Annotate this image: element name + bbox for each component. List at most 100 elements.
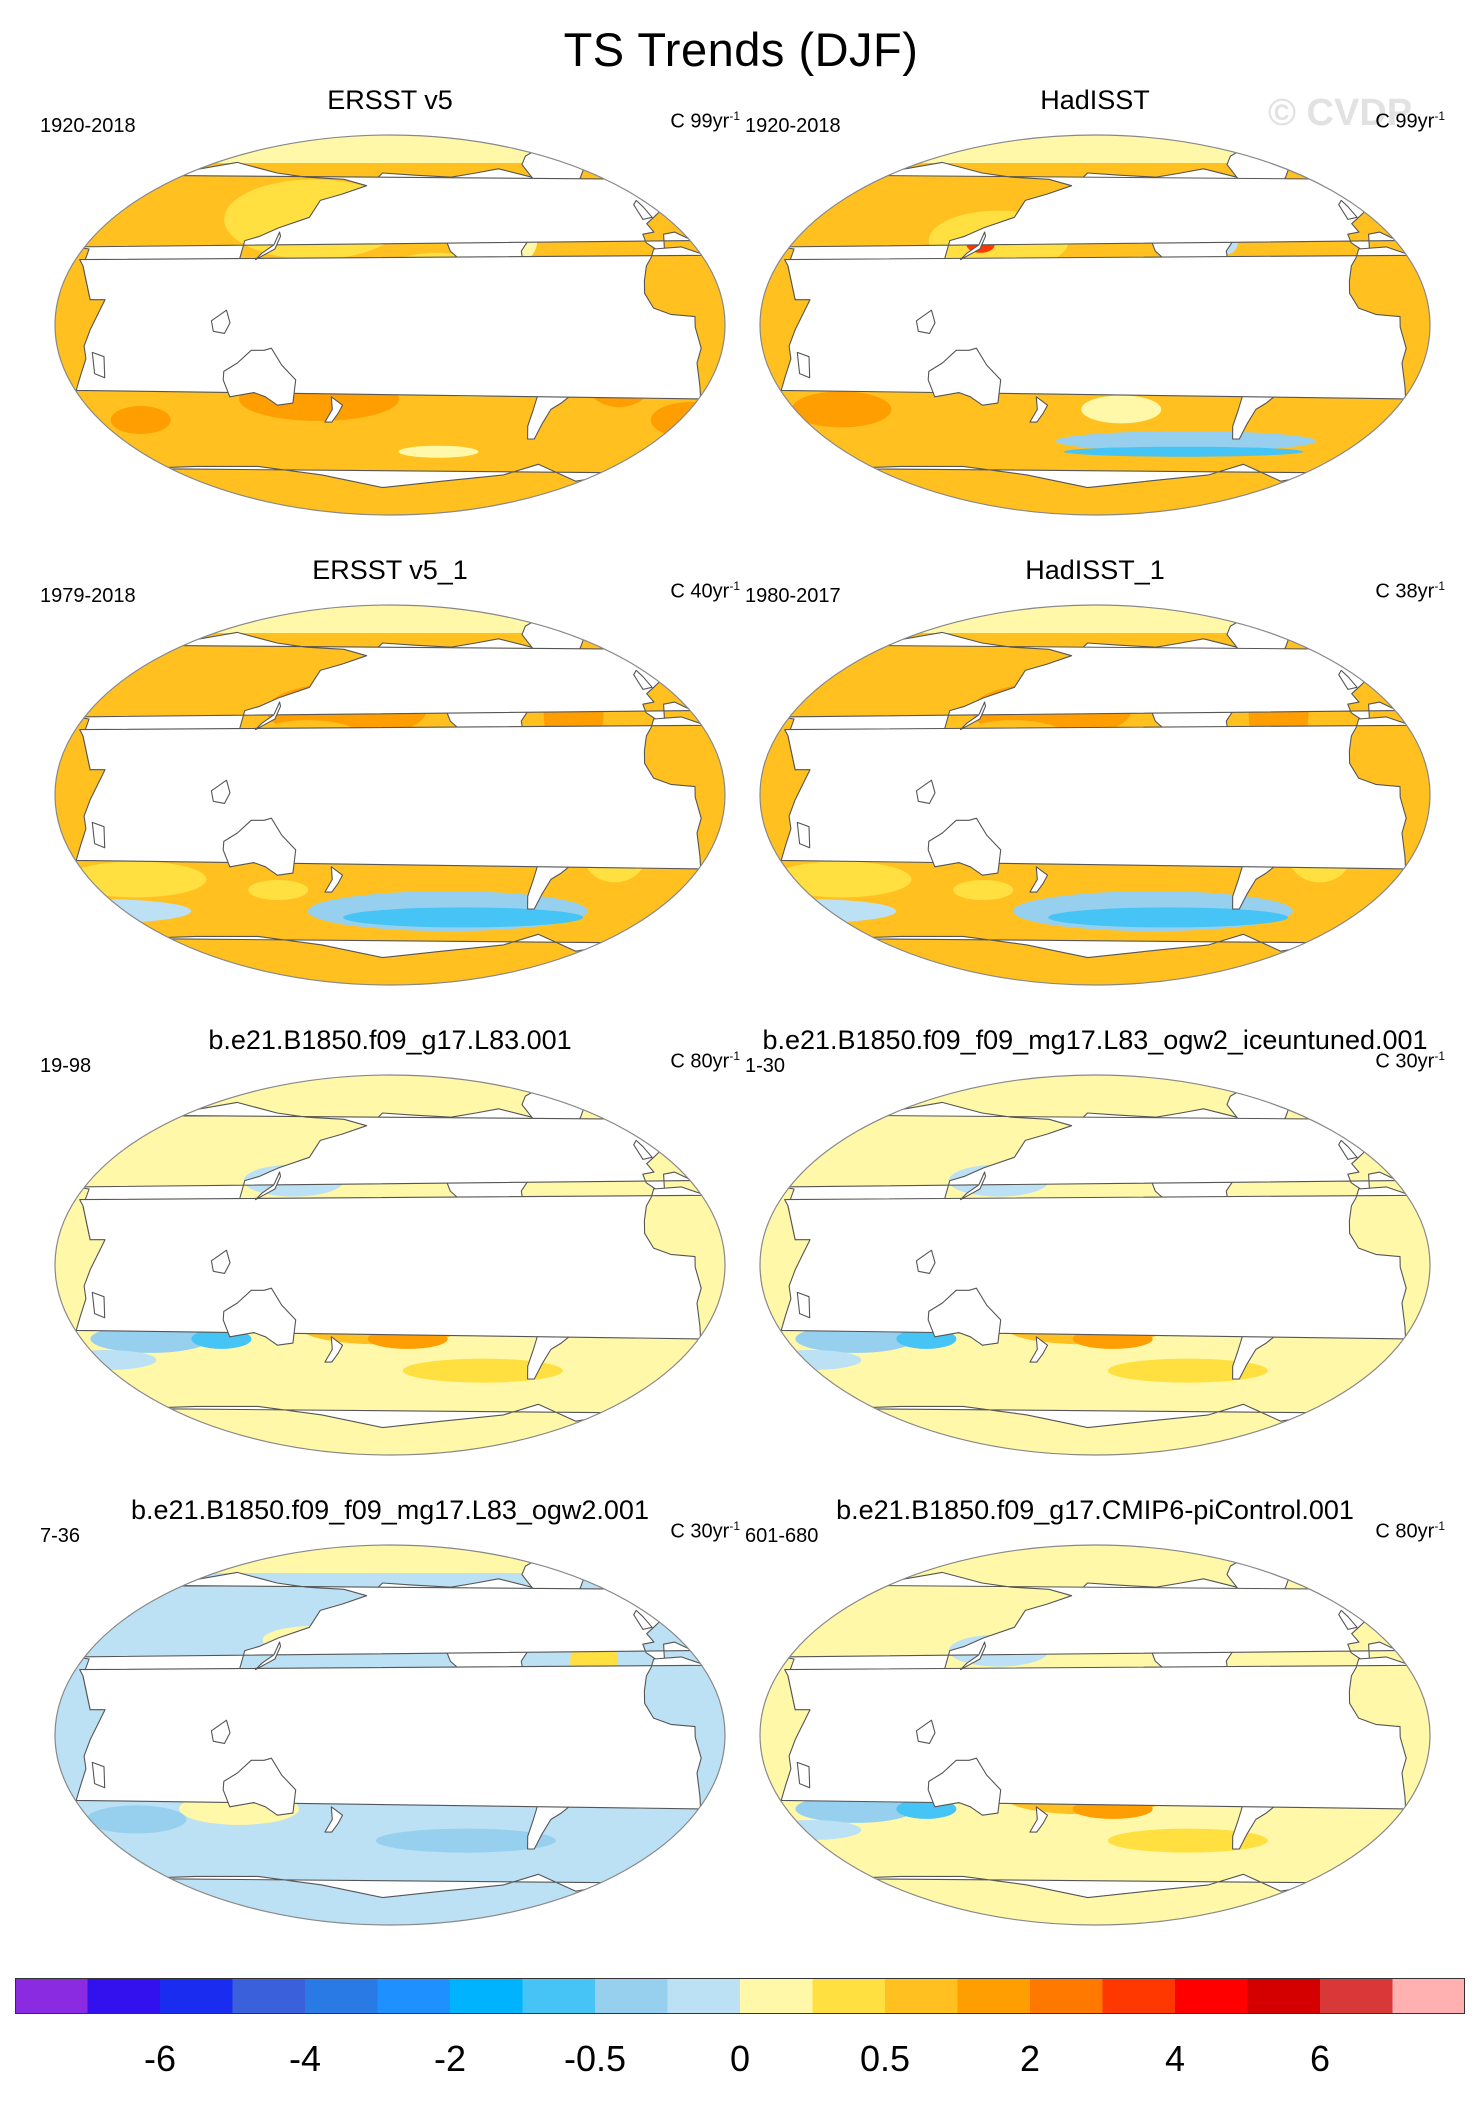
- africa-land: [780, 716, 1412, 870]
- britain-land: [1338, 669, 1358, 690]
- panel-period: 19-98: [40, 1055, 92, 1077]
- panel-units: C 30yr-1: [670, 1519, 740, 1543]
- panel-title: ERSST v5: [327, 85, 453, 115]
- panel-1: ERSST v5 1920-2018 C 99yr-1: [40, 85, 740, 555]
- borneo-land: [915, 1249, 936, 1274]
- colorbar-swatch: [1247, 1978, 1321, 2014]
- trend-anomaly: [953, 880, 1014, 900]
- map-field: [55, 1545, 725, 1925]
- trend-anomaly: [402, 1358, 563, 1383]
- japan-land: [254, 701, 282, 731]
- japan-land: [254, 231, 282, 261]
- map-field: [55, 1075, 725, 1455]
- colorbar-tick-label: -0.5: [563, 2038, 627, 2079]
- colorbar-labels: -6 -4 -2 -0.5 0 0.5 2 4 6: [0, 2038, 1482, 2088]
- colorbar-swatch: [740, 1978, 813, 2014]
- new-zealand-land: [324, 1806, 344, 1833]
- trend-anomaly: [761, 1820, 862, 1840]
- map-frame: [759, 604, 1431, 986]
- map-frame: [54, 1544, 726, 1926]
- panel-period: 1980-2017: [745, 585, 841, 607]
- new-zealand-land: [1029, 396, 1049, 423]
- madagascar-land: [796, 351, 811, 379]
- colorbar-tick-label: -2: [433, 2038, 467, 2079]
- britain-land: [633, 199, 653, 220]
- map-frame: [759, 1074, 1431, 1456]
- trend-map: [759, 1544, 1431, 1926]
- panel-period: 7-36: [40, 1525, 81, 1547]
- panel-title: b.e21.B1850.f09_g17.L83.001: [208, 1025, 572, 1055]
- arctic-band: [760, 605, 1430, 633]
- colorbar-tick-label: 4: [1164, 2038, 1186, 2079]
- figure-title: TS Trends (DJF): [563, 23, 919, 76]
- panel-title: b.e21.B1850.f09_f09_mg17.L83_ogw2.001: [131, 1495, 649, 1525]
- arctic-band: [760, 1545, 1430, 1573]
- panel-units: C 80yr-1: [670, 1049, 740, 1073]
- colorbar-swatch: [305, 1978, 378, 2014]
- madagascar-land: [796, 821, 811, 849]
- panel-4: HadISST_1 1980-2017 C 38yr-1: [745, 555, 1445, 1025]
- borneo-land: [210, 1719, 231, 1744]
- trend-anomaly: [1107, 1358, 1268, 1383]
- trend-anomaly: [1081, 395, 1162, 424]
- trend-anomaly: [1055, 431, 1316, 452]
- madagascar-land: [796, 1761, 811, 1789]
- panel-period: 1-30: [745, 1055, 786, 1077]
- new-zealand-land: [324, 1336, 344, 1363]
- borneo-land: [915, 1719, 936, 1744]
- trend-anomaly: [1107, 1828, 1268, 1853]
- colorbar-swatch: [87, 1978, 161, 2014]
- trend-anomaly: [650, 402, 725, 438]
- panel-title: b.e21.B1850.f09_g17.CMIP6-piControl.001: [836, 1495, 1354, 1525]
- trend-anomaly: [86, 1805, 187, 1834]
- australia-land: [222, 817, 297, 876]
- map-frame: [759, 134, 1431, 516]
- colorbar-tick-label: 2: [1019, 2038, 1041, 2079]
- britain-land: [1338, 1139, 1358, 1160]
- britain-land: [1338, 199, 1358, 220]
- colorbar-swatch: [1030, 1978, 1103, 2014]
- map-frame: [54, 134, 726, 516]
- arctic-band: [55, 135, 725, 163]
- map-field: [55, 135, 725, 515]
- colorbar-frame: [15, 1978, 1465, 2014]
- panel-3: ERSST v5_1 1979-2018 C 40yr-1: [40, 555, 740, 1025]
- map-field: [760, 135, 1430, 515]
- panel-units: C 40yr-1: [670, 579, 740, 603]
- australia-land: [222, 1287, 297, 1346]
- colorbar-tick-label: -4: [288, 2038, 322, 2079]
- britain-land: [633, 1139, 653, 1160]
- japan-land: [959, 1171, 987, 1201]
- map-field: [760, 605, 1430, 985]
- trend-map: [759, 134, 1431, 516]
- africa-land: [780, 1656, 1412, 1810]
- panel-period: 601-680: [745, 1525, 819, 1547]
- colorbar-swatch: [957, 1978, 1031, 2014]
- colorbar-swatch: [1392, 1978, 1465, 2014]
- colorbar-swatch: [667, 1978, 741, 2014]
- colorbar-swatch: [450, 1978, 523, 2014]
- borneo-land: [915, 779, 936, 804]
- panel-8: b.e21.B1850.f09_g17.CMIP6-piControl.001 …: [745, 1495, 1445, 1965]
- panel-title: b.e21.B1850.f09_f09_mg17.L83_ogw2_iceunt…: [762, 1025, 1428, 1055]
- colorbar-swatch: [15, 1978, 88, 2014]
- cvdp-watermark: © CVDP: [1268, 92, 1413, 134]
- new-zealand-land: [1029, 866, 1049, 893]
- colorbar-tick-label: -6: [143, 2038, 177, 2079]
- arctic-band: [760, 1075, 1430, 1103]
- japan-land: [959, 701, 987, 731]
- trend-anomaly: [1048, 907, 1289, 928]
- madagascar-land: [796, 1291, 811, 1319]
- borneo-land: [210, 1249, 231, 1274]
- britain-land: [633, 1609, 653, 1630]
- panel-2: HadISST 1920-2018 C 99yr-1: [745, 85, 1445, 555]
- africa-land: [75, 1186, 707, 1340]
- australia-land: [222, 1757, 297, 1816]
- trend-anomaly: [343, 907, 584, 928]
- africa-land: [75, 246, 707, 400]
- colorbar-tick-label: 0: [729, 2038, 751, 2079]
- panel-units: C 80yr-1: [1375, 1519, 1445, 1543]
- new-zealand-land: [1029, 1806, 1049, 1833]
- panel-units: C 38yr-1: [1375, 579, 1445, 603]
- map-frame: [759, 1544, 1431, 1926]
